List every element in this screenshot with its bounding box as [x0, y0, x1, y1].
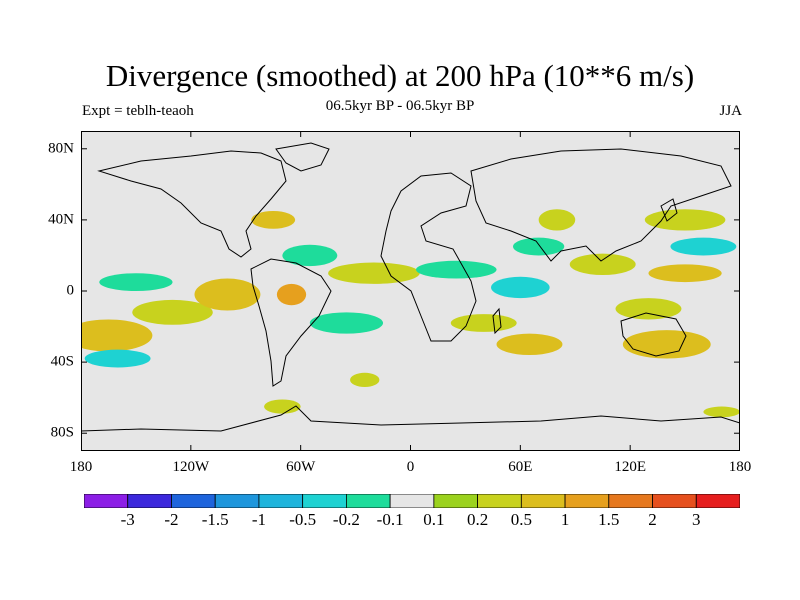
field-blob [81, 319, 153, 352]
colorbar-swatch [695, 494, 740, 508]
europe-africa-outline [380, 172, 477, 342]
field-blob [309, 312, 384, 334]
map-svg [81, 131, 740, 451]
field-blob [328, 262, 420, 284]
lon-label: 180 [69, 459, 93, 475]
colorbar-label: 3 [692, 510, 701, 529]
madagascar-outline [492, 307, 502, 335]
lat-label: 0 [66, 282, 75, 299]
field-blob [648, 264, 722, 283]
japan-outline [660, 198, 678, 222]
field-blob [415, 260, 497, 279]
colorbar-label: 1 [560, 510, 570, 529]
field-blob [282, 244, 338, 267]
lon-label: 120E [614, 459, 646, 475]
coastlines [81, 142, 740, 432]
field-blob [450, 314, 517, 332]
lat-label: 40S [50, 353, 74, 370]
colorbar-label: 1.5 [598, 510, 620, 529]
season-label: JJA [719, 103, 742, 119]
field-blob [194, 278, 261, 311]
experiment-label: Expt = teblh-teaoh [82, 103, 194, 119]
chart-title: Divergence (smoothed) at 200 hPa (10**6 … [105, 58, 695, 93]
lat-label: 80N [48, 140, 74, 157]
lon-label: 0 [406, 459, 415, 475]
colorbar-label: -0.5 [289, 510, 317, 529]
lat-label: 80S [50, 424, 74, 441]
colorbar-swatch [433, 494, 479, 508]
colorbar-label: -1 [251, 510, 267, 529]
colorbar-swatch [214, 494, 260, 508]
colorbar-label: 2 [648, 510, 657, 529]
colorbar-label: -1.5 [201, 510, 229, 529]
chart-subtitle: 06.5kyr BP - 06.5kyr BP [325, 98, 475, 114]
field-blob [264, 399, 301, 414]
lon-label: 180 [728, 459, 752, 475]
field-blob [251, 211, 296, 229]
colorbar-label: 0.5 [510, 510, 532, 529]
field-blob [622, 330, 711, 359]
asia-outline [470, 148, 732, 262]
colorbar-label: -3 [120, 510, 135, 529]
field-blob [670, 237, 737, 256]
colorbar-swatch [345, 494, 391, 508]
lon-label: 60W [286, 459, 316, 475]
colorbar-label: -2 [164, 510, 179, 529]
greenland-outline [275, 142, 330, 172]
colorbar-swatch [608, 494, 653, 508]
colorbar-swatch [652, 494, 697, 508]
colorbar-label: -0.2 [332, 510, 360, 529]
colorbar-label: -0.1 [376, 510, 404, 529]
colorbar-swatch [84, 494, 129, 508]
colorbar-swatch [477, 494, 522, 508]
field-blob [569, 253, 636, 275]
field-blob [615, 298, 682, 320]
lon-label: 120W [172, 459, 210, 475]
colorbar-label: 0.1 [423, 510, 445, 529]
lat-label: 40N [48, 211, 74, 228]
field-blob [350, 372, 380, 387]
colorbar [84, 494, 740, 508]
colorbar-swatch [302, 494, 347, 508]
field-blob [513, 237, 565, 256]
map-panel [81, 131, 740, 451]
field-blob [276, 283, 307, 306]
field-blob [644, 209, 726, 231]
colorbar-label: 0.2 [466, 510, 489, 529]
field-blob [99, 273, 173, 291]
field-blob [538, 209, 576, 231]
south-america-outline [250, 258, 332, 387]
lon-label: 60E [508, 459, 533, 475]
field-blob [84, 349, 151, 368]
north-america-outline [97, 150, 287, 258]
colorbar-swatch [520, 494, 566, 508]
colorbar-swatch [564, 494, 610, 508]
field-blob [496, 333, 563, 355]
colorbar-swatch [389, 494, 435, 508]
australia-outline [620, 312, 687, 357]
antarctica-outline [81, 405, 740, 432]
colorbar-swatch [171, 494, 216, 508]
colorbar-swatch [258, 494, 304, 508]
colorbar-swatch [127, 494, 172, 508]
map-ticks [81, 131, 740, 451]
field-blob [132, 299, 213, 325]
divergence-field [81, 209, 740, 418]
field-blob [491, 276, 550, 299]
field-blob [703, 406, 740, 418]
